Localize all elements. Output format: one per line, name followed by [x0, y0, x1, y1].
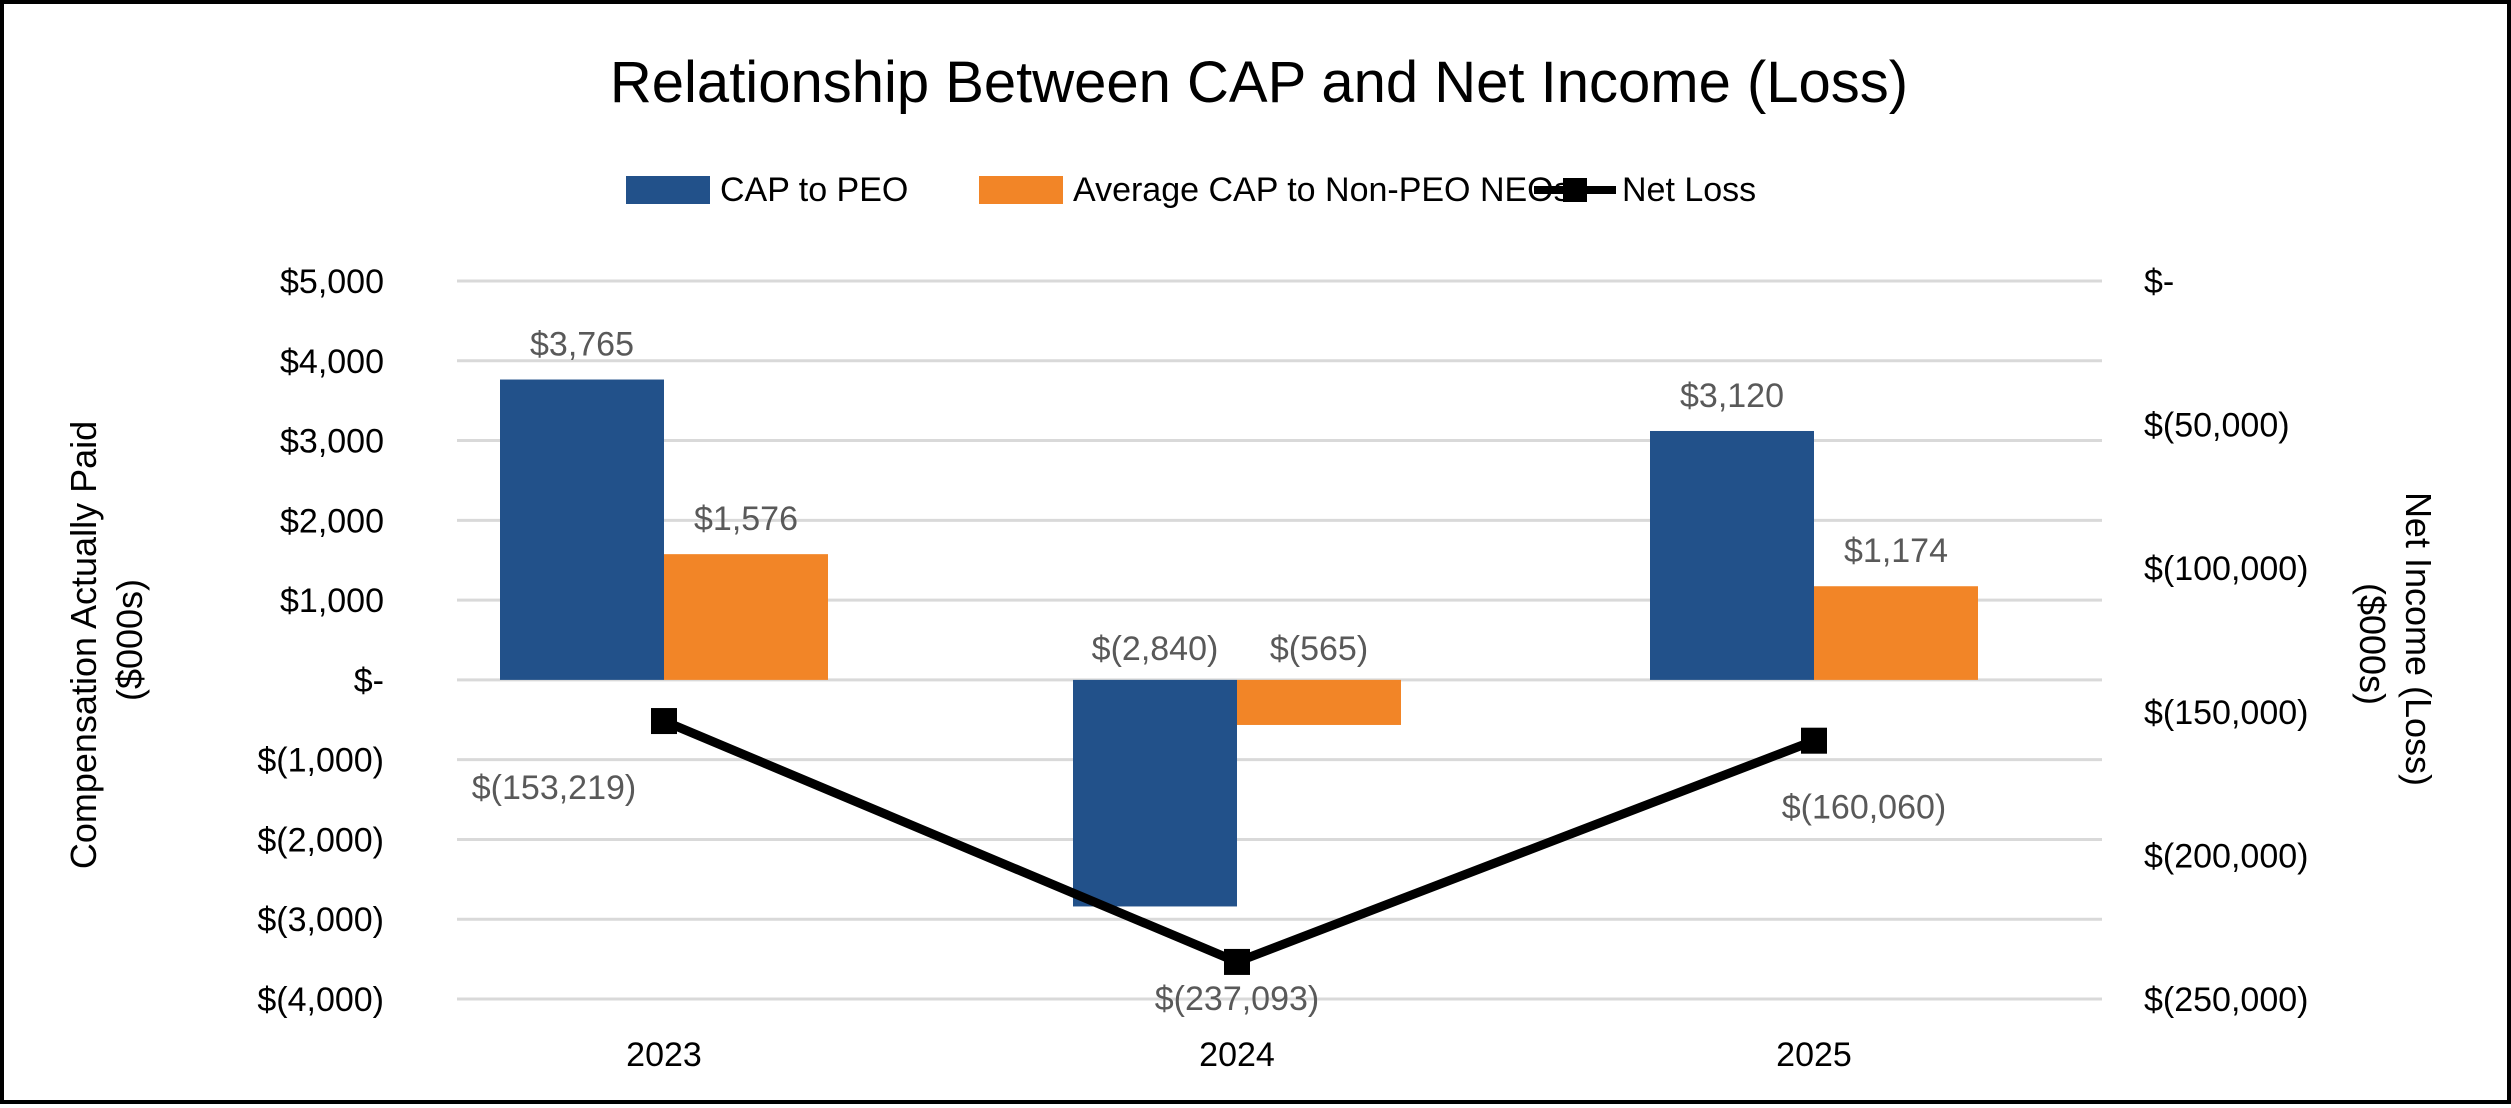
left-axis-ticks: $5,000 $4,000 $3,000 $2,000 $1,000 $- $(1,000)… [257, 263, 384, 1019]
data-labels: $3,765 $(2,840) $3,120 $1,576 $(565) $1,174 $(… [472, 326, 1948, 1018]
left-tick-label: $3,000 [280, 423, 384, 461]
bar-data-label: $1,174 [1844, 532, 1948, 570]
right-axis-title-line2: ($000s) [2352, 583, 2393, 705]
left-tick-label: $1,000 [280, 582, 384, 620]
bar-data-label: $3,765 [530, 326, 634, 364]
legend: CAP to PEO Average CAP to Non-PEO NEOs N… [626, 171, 1756, 209]
right-axis-title-line1: Net Income (Loss) [2398, 492, 2439, 786]
net-loss-line [651, 708, 1827, 975]
net-loss-polyline [662, 716, 1816, 967]
bar-data-label: $3,120 [1680, 377, 1784, 415]
left-tick-label: $(1,000) [257, 742, 384, 780]
bar-cap-peo [1650, 430, 1814, 680]
left-tick-label: $- [354, 662, 384, 700]
right-tick-label: $- [2144, 263, 2174, 301]
left-axis-title-line1: Compensation Actually Paid [63, 421, 104, 869]
bar-avg-cap [664, 554, 828, 680]
x-tick-label: 2023 [626, 1036, 702, 1074]
left-tick-label: $(3,000) [257, 901, 384, 939]
bar-data-label: $(565) [1270, 630, 1368, 668]
legend-label-net-loss: Net Loss [1622, 171, 1756, 209]
bars [500, 379, 1978, 907]
left-tick-label: $4,000 [280, 343, 384, 381]
right-tick-label: $(50,000) [2144, 407, 2290, 445]
chart-svg: Relationship Between CAP and Net Income … [63, 50, 2439, 1074]
x-tick-label: 2024 [1199, 1036, 1275, 1074]
net-loss-marker [651, 708, 677, 735]
right-axis-ticks: $- $(50,000) $(100,000) $(150,000) $(200,000… [2144, 263, 2308, 1019]
net-loss-marker [1224, 948, 1250, 975]
right-tick-label: $(250,000) [2144, 981, 2308, 1019]
legend-swatch-avg-cap [979, 176, 1063, 204]
bar-avg-cap [1237, 679, 1401, 725]
left-tick-label: $5,000 [280, 263, 384, 301]
chart-title: Relationship Between CAP and Net Income … [610, 50, 1908, 115]
bar-data-label: $1,576 [694, 500, 798, 538]
bar-avg-cap [1814, 586, 1978, 680]
right-tick-label: $(100,000) [2144, 550, 2308, 588]
left-tick-label: $(2,000) [257, 821, 384, 859]
legend-label-cap-peo: CAP to PEO [720, 171, 908, 209]
x-tick-label: 2025 [1776, 1036, 1852, 1074]
x-axis-ticks: 2023 2024 2025 [626, 1036, 1852, 1074]
bar-cap-peo [500, 379, 664, 680]
legend-marker-net-loss [1563, 178, 1587, 202]
legend-swatch-cap-peo [626, 176, 710, 204]
left-tick-label: $2,000 [280, 502, 384, 540]
net-loss-marker [1801, 727, 1827, 754]
net-loss-data-label: $(160,060) [1782, 789, 1946, 827]
bar-data-label: $(2,840) [1092, 630, 1219, 668]
right-tick-label: $(200,000) [2144, 837, 2308, 875]
legend-label-avg-cap: Average CAP to Non-PEO NEOs [1073, 171, 1571, 209]
right-axis-title: Net Income (Loss) ($000s) [2352, 492, 2439, 796]
right-tick-label: $(150,000) [2144, 694, 2308, 732]
net-loss-data-label: $(237,093) [1155, 980, 1319, 1018]
left-axis-title-line2: ($000s) [109, 579, 150, 701]
net-loss-data-label: $(153,219) [472, 769, 636, 807]
left-axis-title: Compensation Actually Paid ($000s) [63, 411, 150, 869]
left-tick-label: $(4,000) [257, 981, 384, 1019]
bar-cap-peo [1073, 679, 1237, 907]
